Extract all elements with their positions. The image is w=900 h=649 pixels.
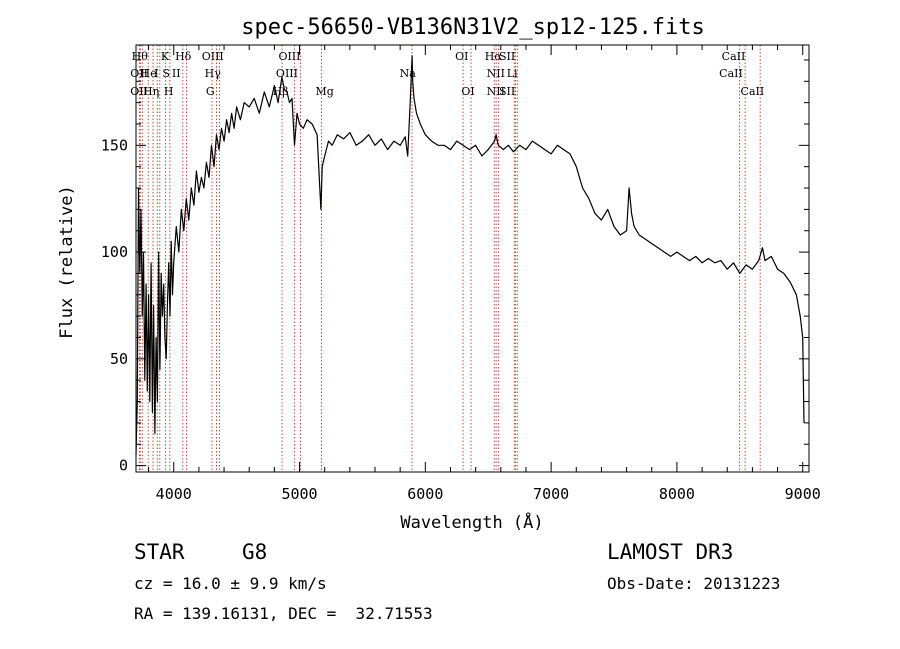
x-tick-label: 4000 — [156, 485, 192, 503]
x-tick-label: 5000 — [281, 485, 317, 503]
y-axis-label: Flux (relative) — [57, 185, 77, 339]
x-tick-label: 8000 — [659, 485, 695, 503]
emission-line-label: Hδ — [175, 50, 192, 63]
emission-line-label: II — [172, 67, 181, 80]
emission-line-label: K — [161, 50, 170, 63]
x-axis: 4000 5000 6000 7000 8000 9000 — [148, 45, 821, 503]
plot-frame — [135, 44, 810, 473]
spectrum-line — [135, 55, 805, 455]
emission-line-label: Hγ — [205, 67, 222, 80]
y-tick-label: 0 — [119, 457, 128, 475]
survey-name: LAMOST DR3 — [607, 540, 734, 564]
y-axis: 0 50 100 150 — [101, 59, 809, 475]
object-subclass: G8 — [242, 540, 268, 564]
emission-line-label: He — [141, 67, 157, 80]
emission-line-label: I — [154, 67, 158, 80]
emission-line-label: CaII — [722, 50, 746, 63]
emission-line-label: Hα — [485, 50, 503, 63]
redshift-cz: cz = 16.0 ± 9.9 km/s — [134, 574, 327, 593]
emission-line-label: CaII — [719, 67, 743, 80]
chart-title: spec-56650-VB136N31V2_sp12-125.fits — [241, 15, 705, 40]
x-axis-label: Wavelength (Å) — [400, 511, 543, 533]
obs-date: Obs-Date: 20131223 — [607, 574, 781, 593]
emission-line-markers — [138, 45, 761, 472]
emission-line-label: OII — [130, 67, 148, 80]
emission-line-label: H — [164, 85, 174, 98]
emission-line-label: NII — [487, 85, 505, 98]
emission-line-label: S — [162, 67, 170, 80]
emission-line-label: OIII — [278, 50, 300, 63]
emission-line-label: Mg — [316, 85, 334, 98]
emission-line-label: OI — [461, 85, 474, 98]
x-tick-label: 7000 — [533, 485, 569, 503]
coordinates: RA = 139.16131, DEC = 32.71553 — [134, 604, 433, 623]
emission-line-label: SII — [499, 50, 515, 63]
emission-line-label: Li — [507, 67, 518, 80]
y-tick-label: 100 — [101, 243, 128, 261]
x-tick-label: 9000 — [785, 485, 821, 503]
emission-line-label: Hθ — [132, 50, 149, 63]
emission-line-label: OII — [130, 85, 148, 98]
emission-line-label: Na — [400, 67, 417, 80]
emission-line-label: NII — [487, 67, 505, 80]
emission-line-label: CaII — [741, 85, 765, 98]
y-tick-label: 50 — [110, 350, 128, 368]
x-tick-label: 6000 — [407, 485, 443, 503]
emission-line-label: OIII — [276, 67, 298, 80]
emission-line-label: SII — [499, 85, 515, 98]
emission-line-label: Hη — [143, 85, 159, 98]
emission-line-label: OIII — [202, 50, 224, 63]
y-tick-label: 150 — [101, 136, 128, 154]
emission-line-label: OI — [455, 50, 468, 63]
emission-line-label: G — [206, 85, 215, 98]
object-class: STAR — [134, 540, 185, 564]
